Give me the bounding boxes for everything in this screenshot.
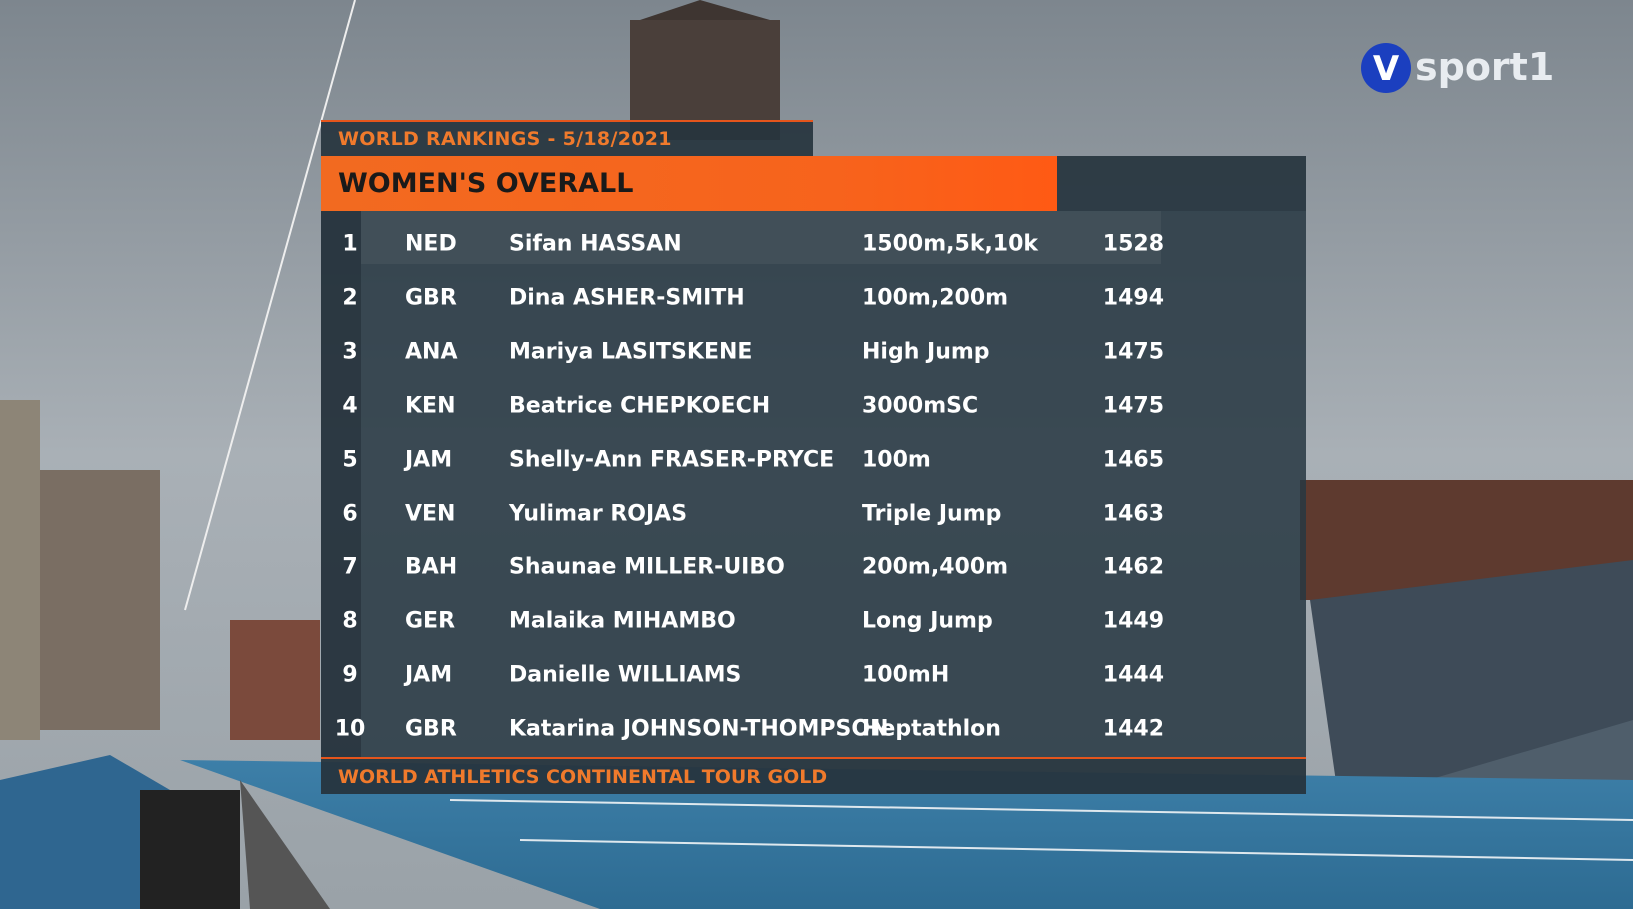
- points: 1465: [1102, 447, 1164, 473]
- points: 1444: [1102, 662, 1164, 688]
- footer: WORLD ATHLETICS CONTINENTAL TOUR GOLD: [338, 766, 828, 788]
- rankings-tab: WORLD RANKINGS - 5/18/2021: [321, 120, 813, 156]
- athlete-name: Danielle WILLIAMS: [509, 662, 742, 688]
- rank-column-shade: [321, 211, 361, 757]
- rank: 1: [342, 231, 358, 257]
- title: WOMEN'S OVERALL: [338, 168, 634, 199]
- athlete-name: Yulimar ROJAS: [509, 501, 688, 526]
- event: Triple Jump: [862, 501, 1002, 526]
- footer-bar: WORLD ATHLETICS CONTINENTAL TOUR GOLD: [321, 757, 1306, 794]
- rank: 10: [334, 716, 366, 742]
- country: GER: [405, 608, 456, 634]
- points: 1463: [1102, 501, 1164, 526]
- points: 1528: [1102, 231, 1164, 257]
- event: 3000mSC: [862, 393, 979, 419]
- event: 200m,400m: [862, 554, 1009, 580]
- points: 1494: [1102, 285, 1164, 311]
- rankings-table: 1 NED Sifan HASSAN 1500m,5k,10k 1528 2 GBR Dina…: [321, 211, 1306, 757]
- country: JAM: [405, 447, 453, 473]
- athlete-name: Shaunae MILLER-UIBO: [509, 554, 785, 580]
- country: BAH: [405, 554, 458, 580]
- rank: 2: [342, 285, 358, 311]
- title-highlight: WOMEN'S OVERALL: [321, 156, 1057, 211]
- country: GBR: [405, 285, 457, 311]
- row-highlight: [361, 211, 1161, 264]
- points: 1475: [1102, 393, 1164, 419]
- event: Heptathlon: [862, 716, 1001, 742]
- country: GBR: [405, 716, 457, 742]
- subtitle: WORLD RANKINGS - 5/18/2021: [338, 128, 672, 150]
- event: 1500m,5k,10k: [862, 231, 1039, 257]
- event: 100m: [862, 447, 931, 473]
- country: ANA: [405, 339, 458, 365]
- points: 1442: [1102, 716, 1164, 742]
- event: Long Jump: [862, 608, 993, 634]
- country: VEN: [405, 501, 456, 526]
- country: KEN: [405, 393, 456, 419]
- rank: 7: [342, 554, 358, 580]
- points: 1475: [1102, 339, 1164, 365]
- athlete-name: Katarina JOHNSON-THOMPSON: [509, 716, 889, 742]
- athlete-name: Sifan HASSAN: [509, 231, 682, 257]
- country: JAM: [405, 662, 453, 688]
- rank: 3: [342, 339, 358, 365]
- event: 100mH: [862, 662, 950, 688]
- athlete-name: Beatrice CHEPKOECH: [509, 393, 771, 419]
- event: 100m,200m: [862, 285, 1009, 311]
- rank: 4: [342, 393, 358, 419]
- athlete-name: Mariya LASITSKENE: [509, 339, 753, 365]
- channel-logo: V sport1: [1361, 43, 1554, 93]
- rank: 6: [342, 501, 358, 526]
- athlete-name: Malaika MIHAMBO: [509, 608, 736, 634]
- logo-text: sport1: [1415, 45, 1554, 89]
- points: 1462: [1102, 554, 1164, 580]
- logo-mark: V: [1373, 49, 1400, 89]
- athlete-name: Shelly-Ann FRASER-PRYCE: [509, 447, 835, 473]
- points: 1449: [1102, 608, 1164, 634]
- rank: 5: [342, 447, 358, 473]
- event: High Jump: [862, 339, 990, 365]
- rank: 8: [342, 608, 358, 634]
- title-bar: WOMEN'S OVERALL: [321, 156, 1306, 211]
- country: NED: [405, 231, 457, 257]
- athlete-name: Dina ASHER-SMITH: [509, 285, 745, 311]
- rank: 9: [342, 662, 358, 688]
